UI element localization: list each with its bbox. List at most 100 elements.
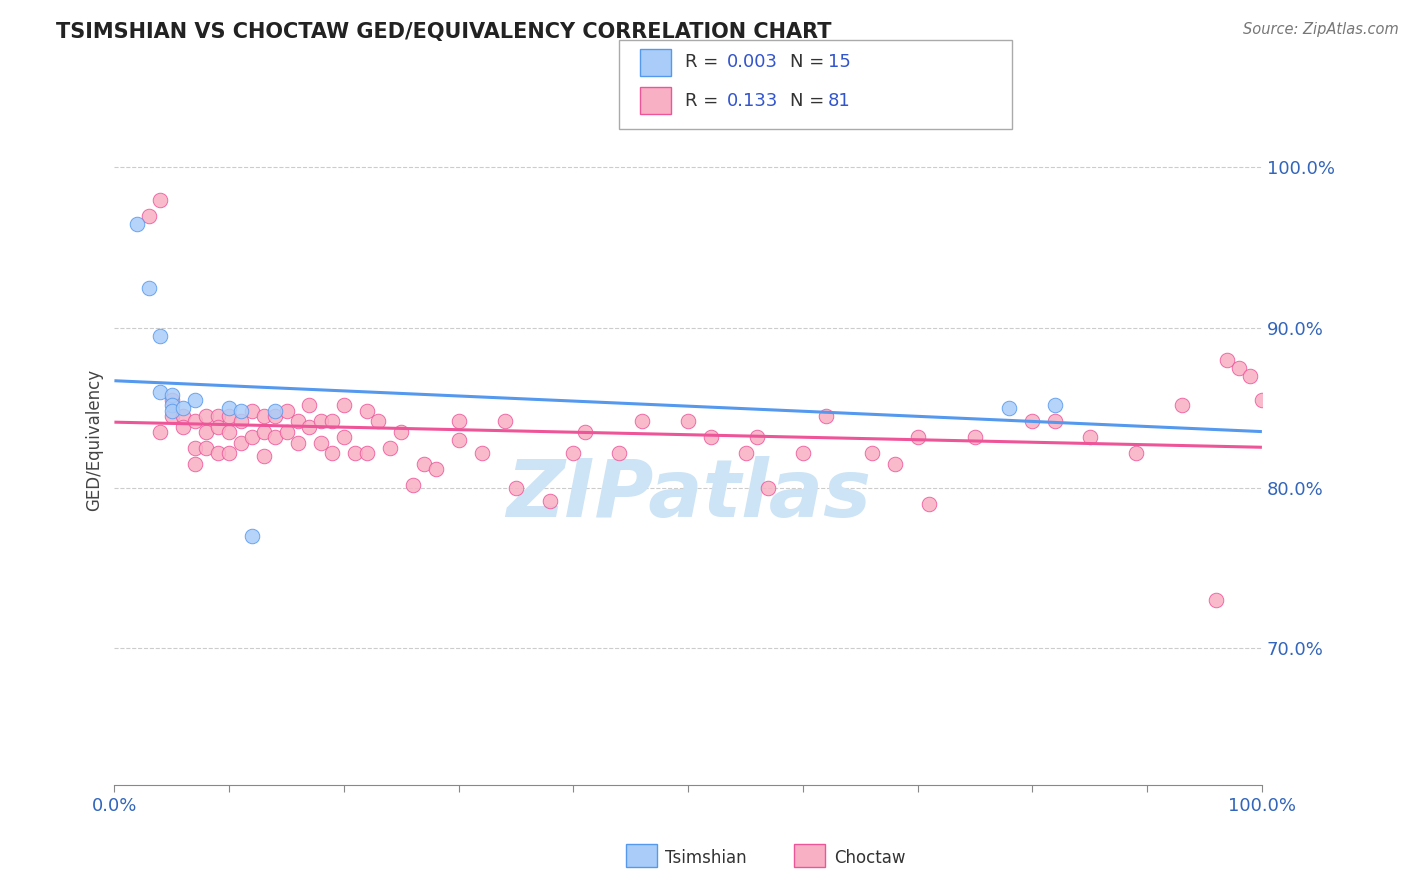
Point (540, 494, 562, 508)
Point (276, 425, 298, 439)
Point (264, 404, 287, 418)
Point (1045, 398, 1067, 412)
Point (264, 409, 287, 423)
Point (700, 430, 723, 444)
Point (963, 430, 986, 444)
Point (184, 441, 207, 455)
Point (218, 425, 240, 439)
Point (494, 414, 516, 428)
Point (907, 430, 929, 444)
Point (207, 409, 229, 423)
Point (160, 404, 183, 418)
Text: 0.003: 0.003 (727, 54, 778, 71)
Point (149, 328, 172, 343)
Point (184, 457, 207, 471)
Text: Choctaw: Choctaw (834, 849, 905, 867)
Point (298, 420, 321, 434)
Point (378, 441, 401, 455)
Point (138, 281, 160, 295)
Point (734, 446, 756, 460)
Point (356, 446, 378, 460)
Point (287, 414, 309, 428)
Point (229, 436, 252, 450)
Text: TSIMSHIAN VS CHOCTAW GED/EQUIVALENCY CORRELATION CHART: TSIMSHIAN VS CHOCTAW GED/EQUIVALENCY COR… (56, 22, 832, 42)
Point (149, 193, 172, 207)
Point (195, 425, 218, 439)
Point (207, 420, 229, 434)
Point (344, 446, 367, 460)
Point (402, 478, 425, 492)
Point (1125, 446, 1147, 460)
Text: Tsimshian: Tsimshian (665, 849, 747, 867)
Point (447, 414, 470, 428)
Point (229, 404, 252, 418)
Point (607, 446, 630, 460)
Point (425, 462, 447, 476)
Point (195, 409, 218, 423)
Point (1239, 368, 1261, 383)
Point (333, 398, 356, 412)
Point (184, 414, 207, 428)
Point (631, 414, 654, 428)
Point (160, 409, 183, 423)
Point (745, 430, 768, 444)
Point (1021, 414, 1043, 428)
Point (172, 409, 194, 423)
Point (883, 457, 905, 471)
Point (333, 430, 356, 444)
Point (367, 414, 389, 428)
Point (792, 446, 814, 460)
Point (218, 409, 240, 423)
Text: 0.133: 0.133 (727, 92, 779, 110)
Point (172, 401, 194, 415)
Point (240, 404, 263, 418)
Text: Source: ZipAtlas.com: Source: ZipAtlas.com (1243, 22, 1399, 37)
Point (252, 409, 274, 423)
Point (184, 392, 207, 407)
Point (218, 401, 240, 415)
Text: N =: N = (790, 54, 830, 71)
Point (264, 430, 287, 444)
Point (471, 446, 494, 460)
Point (389, 425, 412, 439)
Point (252, 425, 274, 439)
Point (1170, 398, 1192, 412)
Point (160, 388, 183, 402)
Text: R =: R = (685, 54, 724, 71)
Point (1216, 352, 1239, 367)
Point (860, 446, 883, 460)
Point (918, 497, 941, 511)
Point (298, 398, 321, 412)
Point (160, 392, 183, 407)
Point (229, 414, 252, 428)
Point (240, 430, 263, 444)
Point (309, 414, 332, 428)
Point (276, 404, 298, 418)
Point (309, 436, 332, 450)
Point (413, 457, 436, 471)
Point (287, 436, 309, 450)
Point (321, 414, 343, 428)
Point (252, 449, 274, 463)
Point (562, 446, 585, 460)
Point (1078, 430, 1101, 444)
Point (127, 217, 149, 231)
Point (758, 481, 780, 495)
Point (447, 433, 470, 447)
Text: R =: R = (685, 92, 730, 110)
Point (1251, 392, 1274, 407)
Point (149, 384, 172, 399)
Point (218, 446, 240, 460)
Point (505, 481, 527, 495)
Point (676, 414, 699, 428)
Point (149, 425, 172, 439)
Point (1045, 414, 1067, 428)
Point (574, 425, 596, 439)
Point (1205, 593, 1227, 607)
Point (998, 401, 1021, 415)
Point (207, 446, 229, 460)
Point (195, 441, 218, 455)
Point (240, 529, 263, 543)
Text: ZIPatlas: ZIPatlas (506, 456, 870, 534)
Point (356, 404, 378, 418)
